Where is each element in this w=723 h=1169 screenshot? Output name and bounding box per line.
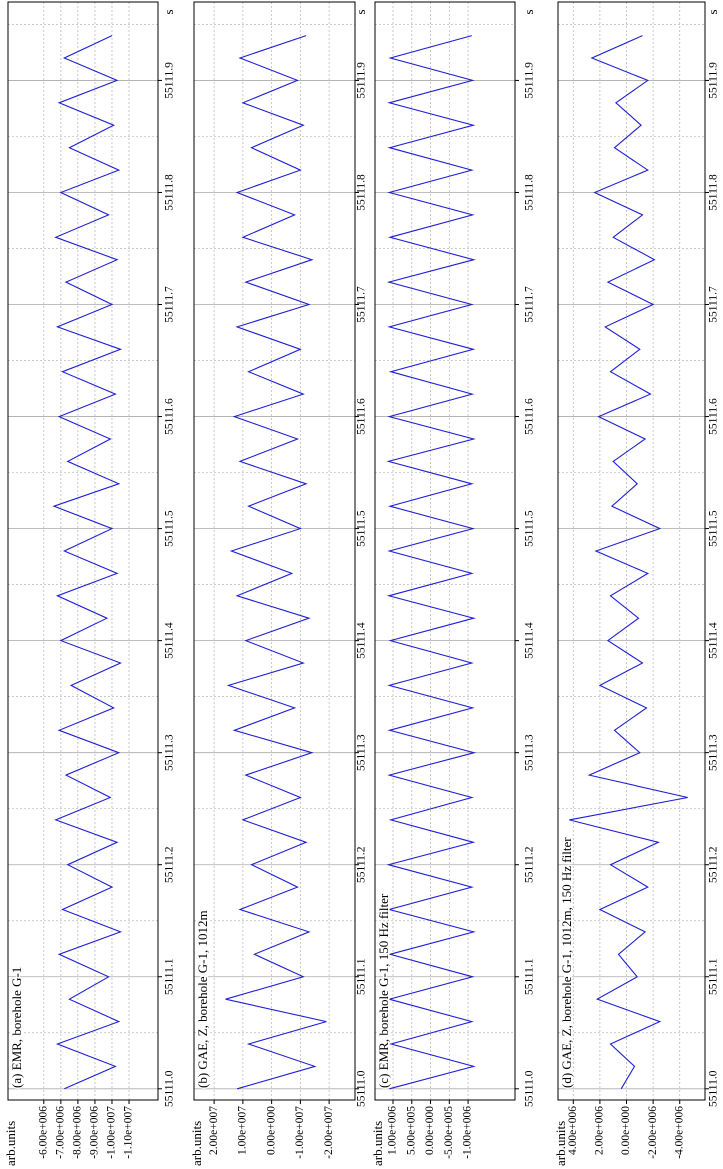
y-tick-label: -1.10e+007 (123, 1106, 135, 1159)
x-tick-label: 55111.9 (524, 62, 536, 99)
y-axis-label: arb.units (189, 1121, 204, 1166)
x-tick-label: 55111.8 (524, 174, 536, 211)
x-tick-label: 55111.6 (164, 398, 176, 435)
x-tick-label: 55111.4 (356, 622, 368, 659)
x-tick-label: 55111.2 (164, 846, 176, 883)
x-tick-label: 55111.1 (164, 958, 176, 995)
plot-area (375, 2, 515, 1100)
x-tick-label: 55111.3 (164, 734, 176, 771)
y-tick-label: 0.00e+000 (620, 1106, 632, 1155)
x-tick-label: 55111.7 (524, 286, 536, 323)
x-tick-label: 55111.1 (524, 958, 536, 995)
x-tick-label: 55111.8 (708, 174, 720, 211)
x-axis-unit: s (521, 9, 536, 14)
x-tick-label: 55111.3 (524, 734, 536, 771)
x-tick-label: 55111.4 (164, 622, 176, 659)
x-axis-unit: s (161, 9, 176, 14)
x-tick-label: 55111.4 (524, 622, 536, 659)
y-tick-label: -1.00e+007 (106, 1106, 118, 1159)
x-tick-label: 55111.5 (708, 510, 720, 547)
x-tick-label: 55111.2 (356, 846, 368, 883)
panel-title: (c) EMR, borehole G-1, 150 Hz filter (376, 893, 391, 1088)
y-tick-label: 4.00e+006 (567, 1106, 579, 1155)
y-tick-label: 1.00e+006 (387, 1106, 399, 1155)
x-tick-label: 55111.0 (356, 1070, 368, 1107)
x-tick-label: 55111.8 (356, 174, 368, 211)
y-tick-label: -2.00e+006 (647, 1106, 659, 1159)
y-axis-label: arb.units (370, 1121, 385, 1166)
y-tick-label: 0.00e+000 (424, 1106, 436, 1155)
signal-line (386, 35, 477, 1090)
x-axis-unit: s (705, 9, 720, 14)
y-tick-label: 1.00e+007 (237, 1106, 249, 1155)
signal-line (569, 35, 688, 1090)
plot-area (8, 2, 158, 1100)
y-tick-label: 2.00e+007 (208, 1106, 220, 1155)
signal-line (225, 35, 327, 1090)
y-tick-label: -5.00e+005 (443, 1106, 455, 1159)
plot-frame (557, 1, 706, 1101)
signal-line (52, 35, 123, 1090)
y-tick-label: -4.00e+006 (673, 1106, 685, 1159)
x-tick-label: 55111.2 (708, 846, 720, 883)
y-tick-label: -8.00e+006 (72, 1106, 84, 1159)
x-tick-label: 55111.9 (356, 62, 368, 99)
y-axis-label: arb.units (3, 1121, 18, 1166)
x-tick-label: 55111.9 (708, 62, 720, 99)
panel-title: (a) EMR, borehole G-1 (9, 967, 24, 1088)
plot-frame (374, 1, 516, 1101)
plot-area (558, 2, 705, 1100)
x-tick-label: 55111.9 (164, 62, 176, 99)
x-tick-label: 55111.7 (164, 286, 176, 323)
y-tick-label: -7.00e+006 (54, 1106, 66, 1159)
x-tick-label: 55111.0 (708, 1070, 720, 1107)
x-tick-label: 55111.7 (356, 286, 368, 323)
x-tick-label: 55111.5 (356, 510, 368, 547)
x-tick-label: 55111.6 (708, 398, 720, 435)
x-tick-label: 55111.5 (164, 510, 176, 547)
x-tick-label: 55111.6 (524, 398, 536, 435)
x-axis-unit: s (353, 9, 368, 14)
x-tick-label: 55111.1 (708, 958, 720, 995)
y-tick-label: -1.00e+006 (462, 1106, 474, 1159)
x-tick-label: 55111.3 (356, 734, 368, 771)
y-tick-label: 0.00e+000 (265, 1106, 277, 1155)
x-tick-label: 55111.4 (708, 622, 720, 659)
x-tick-label: 55111.3 (708, 734, 720, 771)
x-tick-label: 55111.1 (356, 958, 368, 995)
x-tick-label: 55111.0 (164, 1070, 176, 1107)
x-tick-label: 55111.7 (708, 286, 720, 323)
y-tick-label: 2.00e+006 (594, 1106, 606, 1155)
y-axis-label: arb.units (553, 1121, 568, 1166)
x-tick-label: 55111.2 (524, 846, 536, 883)
plot-frame (7, 1, 159, 1101)
panel-title: (d) GAE, Z, borehole G-1, 1012m, 150 Hz … (559, 837, 574, 1088)
x-tick-label: 55111.6 (356, 398, 368, 435)
y-tick-label: -1.00e+007 (294, 1106, 306, 1159)
x-tick-label: 55111.8 (164, 174, 176, 211)
y-tick-label: -2.00e+007 (323, 1106, 335, 1159)
plot-frame (193, 1, 356, 1101)
x-tick-label: 55111.0 (524, 1070, 536, 1107)
y-tick-label: 5.00e+005 (405, 1106, 417, 1155)
panel-title: (b) GAE, Z, borehole G-1, 1012m (195, 910, 210, 1088)
y-tick-label: -9.00e+006 (89, 1106, 101, 1159)
y-tick-label: -6.00e+006 (37, 1106, 49, 1159)
x-tick-label: 55111.5 (524, 510, 536, 547)
plot-area (194, 2, 355, 1100)
